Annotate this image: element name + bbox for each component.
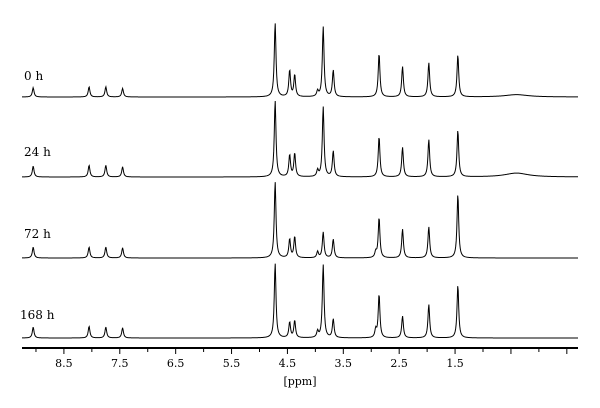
tick-label: 4.5 [279, 357, 297, 370]
trace-label-0h: 0 h [24, 69, 43, 83]
x-axis-title: [ppm] [283, 375, 316, 388]
trace-label-72h: 72 h [24, 227, 51, 241]
tick-label: 6.5 [167, 357, 185, 370]
spectrum-trace-72h [22, 182, 578, 259]
spectrum-trace-0h [22, 23, 579, 98]
tick-label: 7.5 [111, 357, 129, 370]
trace-label-24h: 24 h [24, 145, 51, 159]
tick-label: 3.5 [335, 357, 353, 370]
tick-label: 2.5 [390, 357, 408, 370]
trace-labels: 0 h 24 h 72 h 168 h [20, 69, 55, 322]
tick-label: 1.5 [446, 357, 464, 370]
spectrum-trace-168h [21, 263, 578, 339]
trace-label-168h: 168 h [20, 308, 55, 322]
spectra-traces [21, 23, 579, 339]
tick-label: 8.5 [55, 357, 73, 370]
spectrum-trace-24h [21, 101, 578, 178]
axis-ticks: 8.5 7.5 6.5 5.5 4.5 3.5 2.5 1.5 [35, 348, 568, 370]
tick-label: 5.5 [223, 357, 241, 370]
